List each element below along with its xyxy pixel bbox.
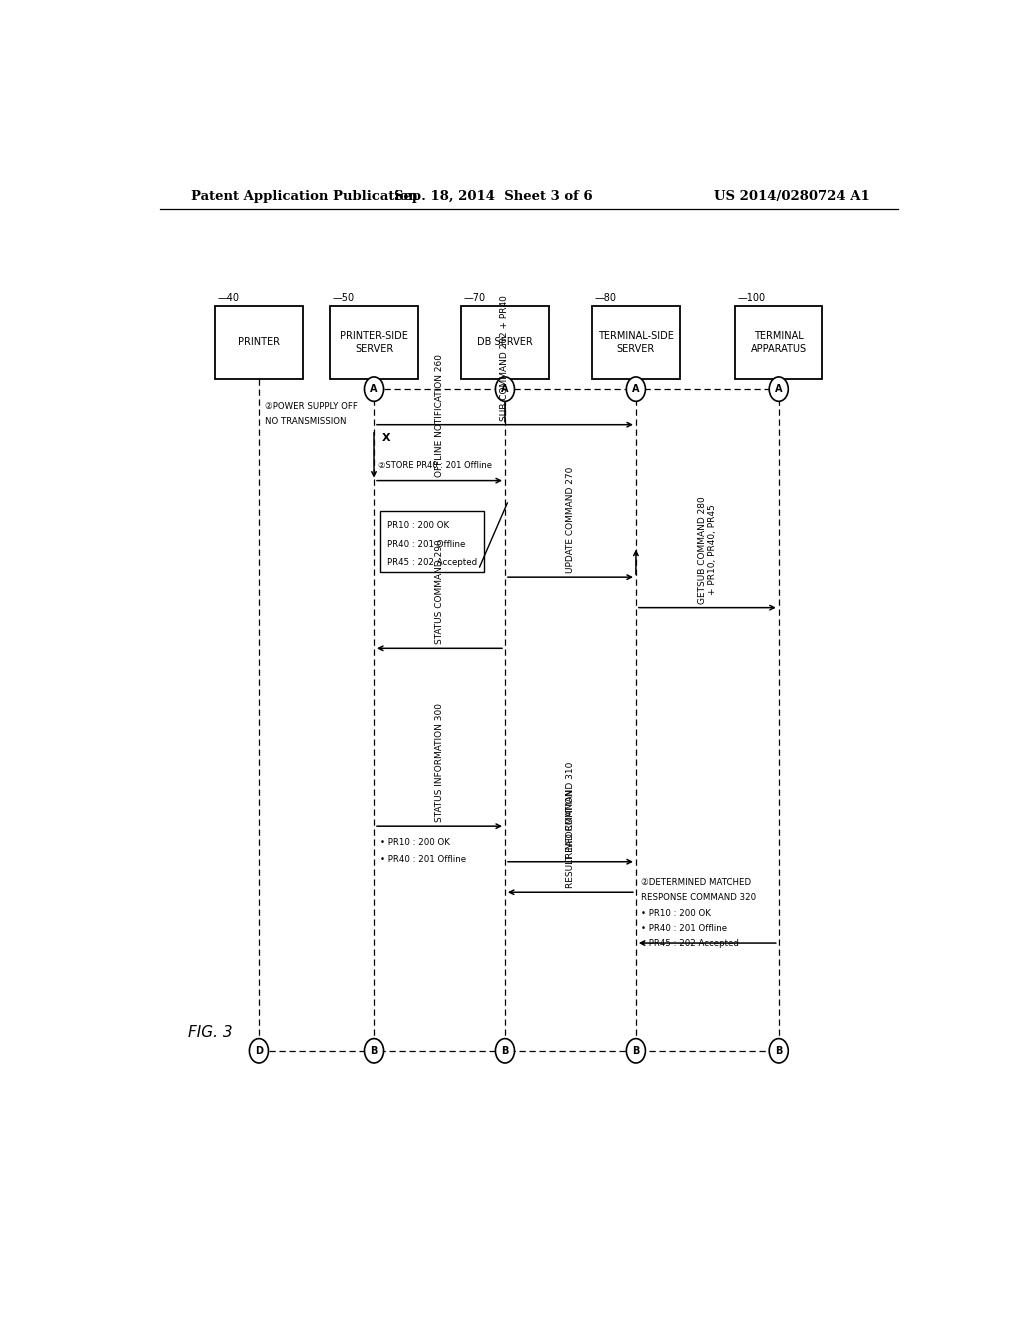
Text: —50: —50 xyxy=(333,293,355,302)
Text: —80: —80 xyxy=(595,293,616,302)
Text: PRINTER-SIDE
SERVER: PRINTER-SIDE SERVER xyxy=(340,331,408,354)
Text: • PR40 : 201 Offline: • PR40 : 201 Offline xyxy=(380,854,467,863)
Text: RESULT INFORMATION: RESULT INFORMATION xyxy=(566,789,574,888)
Bar xyxy=(592,306,680,379)
Text: GETSUB COMMAND 280
+ PR10, PR40, PR45: GETSUB COMMAND 280 + PR10, PR40, PR45 xyxy=(697,496,717,603)
Text: Sep. 18, 2014  Sheet 3 of 6: Sep. 18, 2014 Sheet 3 of 6 xyxy=(394,190,592,202)
Text: FIG. 3: FIG. 3 xyxy=(187,1026,232,1040)
Circle shape xyxy=(365,378,384,401)
Bar xyxy=(461,306,549,379)
Text: • PR10 : 200 OK: • PR10 : 200 OK xyxy=(641,908,711,917)
Text: US 2014/0280724 A1: US 2014/0280724 A1 xyxy=(715,190,870,202)
Text: PR10 : 200 OK: PR10 : 200 OK xyxy=(387,521,449,531)
Text: ②POWER SUPPLY OFF: ②POWER SUPPLY OFF xyxy=(265,401,358,411)
Text: X: X xyxy=(382,433,390,444)
Text: STATUS INFORMATION 300: STATUS INFORMATION 300 xyxy=(435,704,444,822)
Text: ②DETERMINED MATCHED: ②DETERMINED MATCHED xyxy=(641,878,751,887)
Text: A: A xyxy=(632,384,640,395)
Text: —40: —40 xyxy=(218,293,240,302)
Text: NO TRANSMISSION: NO TRANSMISSION xyxy=(265,417,347,426)
Text: B: B xyxy=(632,1045,640,1056)
Text: B: B xyxy=(502,1045,509,1056)
Text: —100: —100 xyxy=(737,293,766,302)
Circle shape xyxy=(769,378,788,401)
Bar xyxy=(735,306,822,379)
Text: UPDATE COMMAND 270: UPDATE COMMAND 270 xyxy=(566,467,574,573)
Text: DB SERVER: DB SERVER xyxy=(477,338,532,347)
Text: • PR45 : 202 Accepted: • PR45 : 202 Accepted xyxy=(641,939,738,948)
Text: PR45 : 202 Accepted: PR45 : 202 Accepted xyxy=(387,558,477,566)
Text: STATUS COMMAND 290: STATUS COMMAND 290 xyxy=(435,540,444,644)
Text: A: A xyxy=(775,384,782,395)
Text: • PR40 : 201 Offline: • PR40 : 201 Offline xyxy=(641,924,727,933)
Text: SUB COMMAND 202 + PR40: SUB COMMAND 202 + PR40 xyxy=(501,294,510,421)
Circle shape xyxy=(627,378,645,401)
Bar xyxy=(215,306,303,379)
Text: TERMINAL-SIDE
SERVER: TERMINAL-SIDE SERVER xyxy=(598,331,674,354)
Text: OFFLINE NOTIFICATION 260: OFFLINE NOTIFICATION 260 xyxy=(435,354,444,477)
Text: RESPONSE COMMAND 320: RESPONSE COMMAND 320 xyxy=(641,894,756,903)
Text: B: B xyxy=(775,1045,782,1056)
Bar xyxy=(380,511,483,572)
Text: Patent Application Publication: Patent Application Publication xyxy=(191,190,418,202)
Circle shape xyxy=(627,1039,645,1063)
Circle shape xyxy=(365,1039,384,1063)
Circle shape xyxy=(250,1039,268,1063)
Text: A: A xyxy=(371,384,378,395)
Text: D: D xyxy=(255,1045,263,1056)
Text: • PR10 : 200 OK: • PR10 : 200 OK xyxy=(380,838,451,847)
Circle shape xyxy=(769,1039,788,1063)
Text: TERMINAL
APPARATUS: TERMINAL APPARATUS xyxy=(751,331,807,354)
Bar xyxy=(331,306,418,379)
Text: READ COMMAND 310: READ COMMAND 310 xyxy=(566,762,574,858)
Circle shape xyxy=(496,1039,514,1063)
Text: ②STORE PR40 : 201 Offline: ②STORE PR40 : 201 Offline xyxy=(378,462,492,470)
Text: A: A xyxy=(501,384,509,395)
Text: PRINTER: PRINTER xyxy=(238,338,280,347)
Text: PR40 : 201 Offline: PR40 : 201 Offline xyxy=(387,540,465,549)
Text: B: B xyxy=(371,1045,378,1056)
Circle shape xyxy=(496,378,514,401)
Text: —70: —70 xyxy=(464,293,485,302)
